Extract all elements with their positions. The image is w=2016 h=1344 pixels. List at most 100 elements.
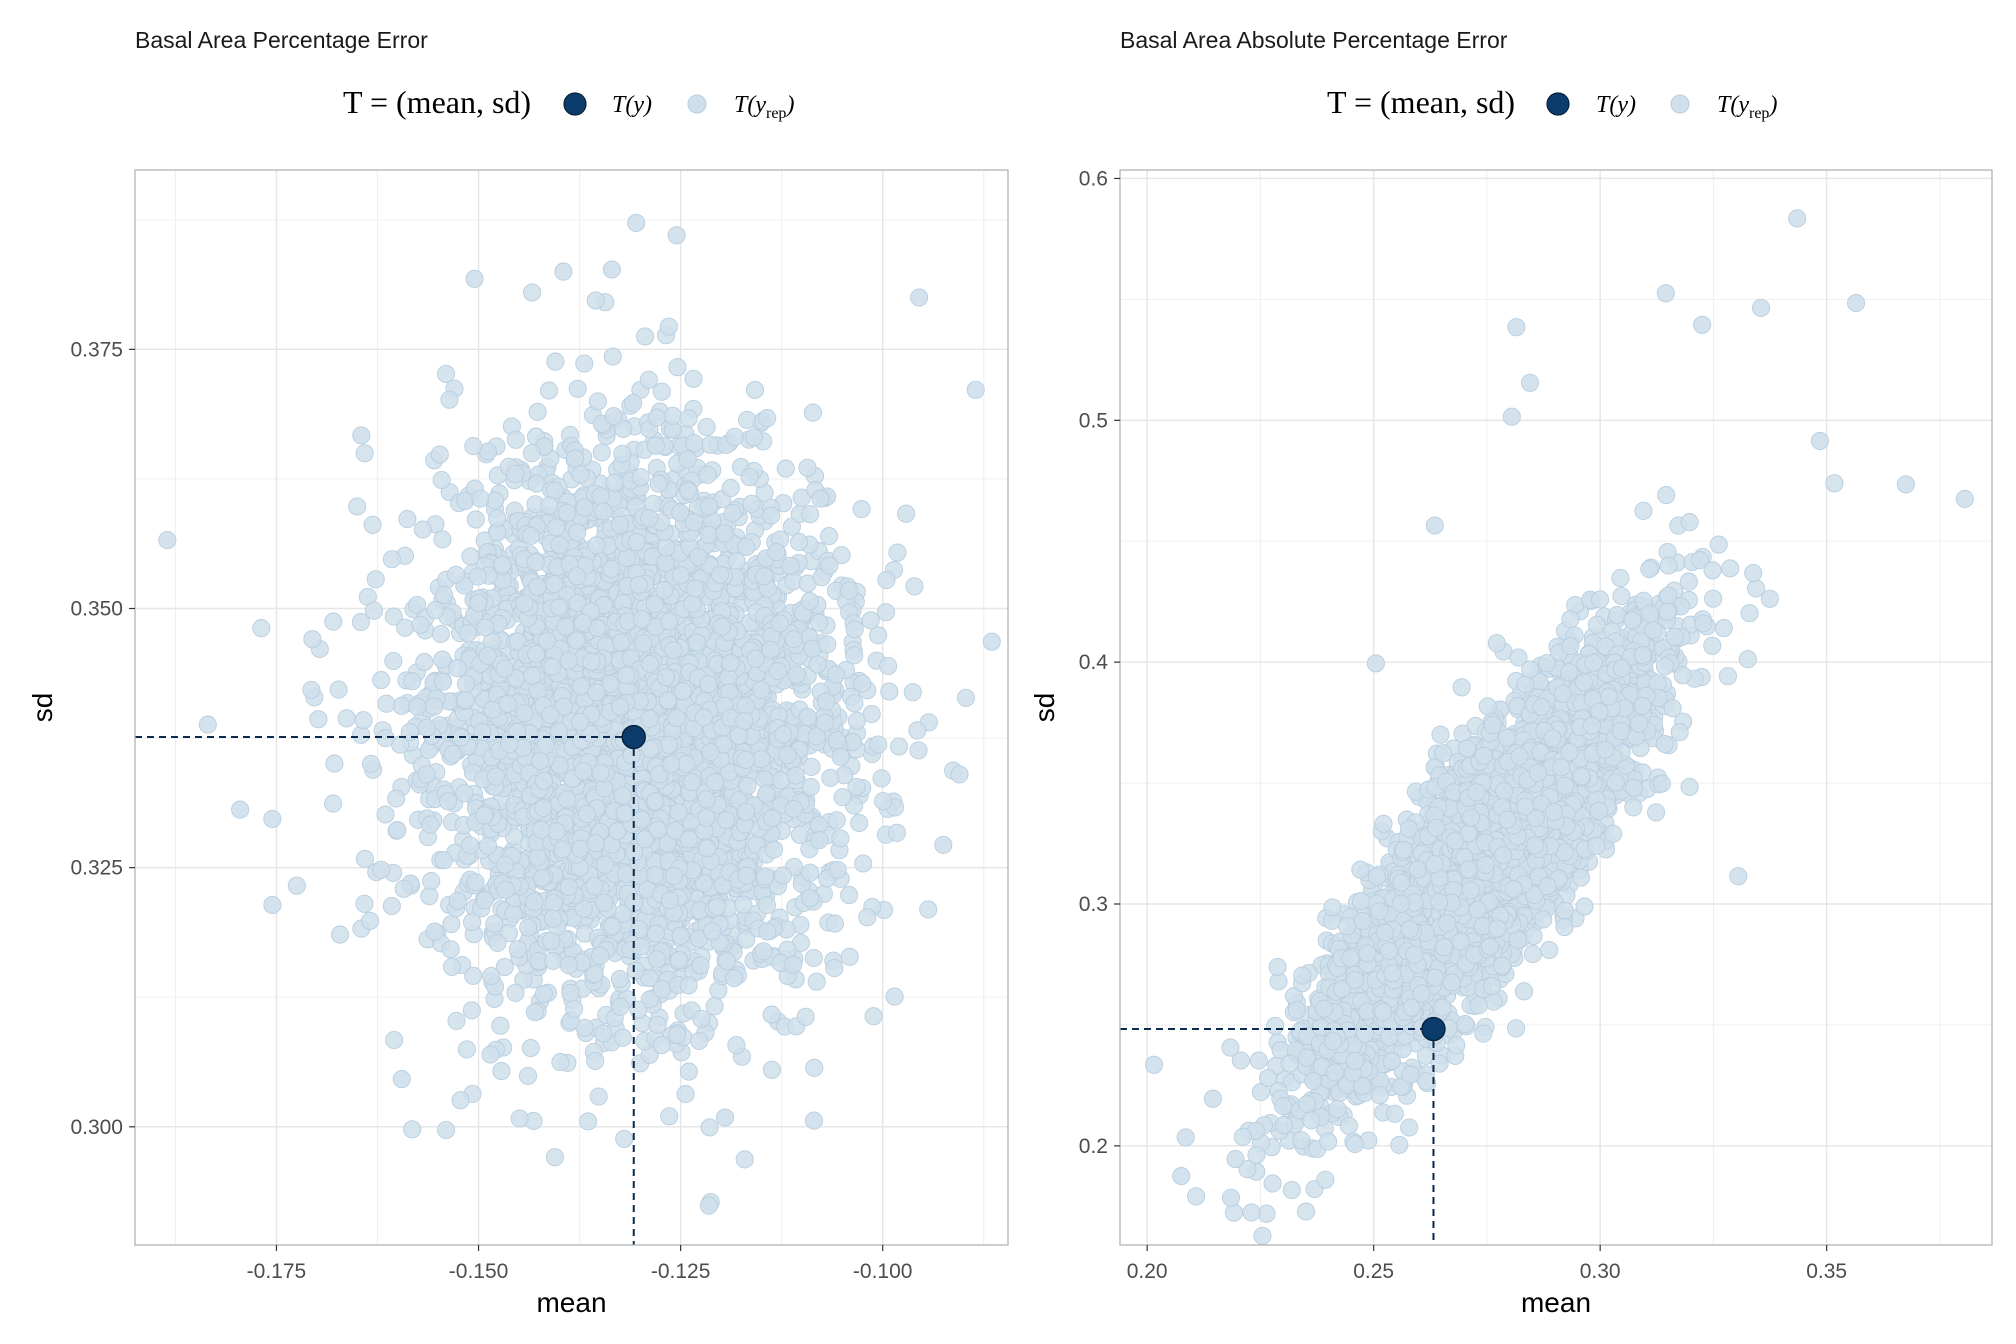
replicated-point [473,723,492,742]
replicated-point [668,358,687,377]
replicated-point [819,527,839,546]
replicated-point [539,381,559,400]
replicated-point [707,897,727,916]
replicated-point [302,680,321,699]
replicated-point [447,1011,466,1030]
replicated-point [403,672,422,691]
replicated-point [506,430,525,449]
replicated-point [546,352,565,371]
replicated-point [392,1070,411,1089]
replicated-point [656,668,676,687]
replicated-point [466,873,485,892]
replicated-point [858,908,877,927]
replicated-point [372,671,391,690]
replicated-point [679,976,698,995]
replicated-point [684,513,703,532]
replicated-point [579,1112,598,1131]
replicated-point [363,515,382,534]
replicated-point [827,731,846,750]
replicated-point [869,626,888,645]
replicated-point [716,1108,735,1127]
replicated-point [663,406,682,425]
replicated-point [746,649,765,668]
replicated-point [547,822,566,841]
replicated-point [231,800,250,819]
replicated-point [468,567,487,586]
replicated-point [774,725,793,744]
replicated-point [660,1107,679,1126]
replicated-point [660,891,679,910]
replicated-point [573,613,592,632]
replicated-point [595,855,614,874]
replicated-point [658,691,677,710]
replicated-point [534,799,553,818]
replicated-point [478,836,498,855]
replicated-point [626,961,645,980]
replicated-point [845,694,864,713]
replicated-point [361,754,381,773]
replicated-point [403,1120,422,1139]
replicated-point [550,535,569,555]
replicated-point [434,585,454,604]
replicated-point [827,665,846,684]
replicated-point [1257,1204,1276,1223]
replicated-point [820,556,839,575]
replicated-point [430,445,449,464]
replicated-point [648,1015,667,1034]
replicated-point [803,403,822,422]
replicated-point [755,567,774,586]
replicated-point [1738,650,1757,669]
y-axis-title: sd [27,693,58,723]
replicated-point [324,612,343,631]
replicated-point [591,763,610,782]
replicated-point [755,867,775,886]
replicated-point [808,655,827,674]
replicated-point [699,1196,718,1215]
replicated-point [493,555,512,574]
replicated-point [543,657,562,676]
replicated-point [495,958,514,977]
y-tick-label: 0.300 [70,1116,123,1139]
replicated-point [572,677,591,696]
replicated-point [553,840,572,859]
replicated-point [466,510,485,529]
x-tick-label: -0.100 [853,1260,913,1283]
replicated-point [355,894,374,913]
replicated-point [807,972,826,991]
replicated-point [825,959,844,978]
replicated-point [523,666,542,685]
replicated-point [757,784,776,803]
replicated-point [361,911,380,930]
replicated-point [673,682,692,701]
replicated-point [667,226,686,245]
replicated-point [697,790,716,809]
replicated-point [558,790,577,809]
replicated-point [659,735,678,754]
replicated-point [376,805,395,824]
replicated-point [575,354,594,373]
replicated-point [736,696,755,716]
replicated-point [678,450,697,469]
replicated-point [594,502,613,521]
replicated-point [352,426,371,445]
replicated-point [544,893,563,913]
replicated-point [510,1109,529,1128]
replicated-point [324,794,343,813]
replicated-point [437,1120,456,1140]
replicated-point [451,1091,470,1110]
replicated-point [670,950,689,970]
replicated-point [263,895,282,915]
x-tick-label: -0.175 [247,1260,307,1283]
replicated-point [825,914,844,933]
observed-point [621,724,646,750]
replicated-point [671,566,690,585]
replicated-point [876,603,896,622]
replicated-point [495,659,514,678]
replicated-point [698,465,717,484]
replicated-point [433,530,452,549]
replicated-point [372,860,391,879]
replicated-point [575,498,594,517]
replicated-point [647,408,666,427]
replicated-point [568,523,587,542]
replicated-point [443,745,462,764]
